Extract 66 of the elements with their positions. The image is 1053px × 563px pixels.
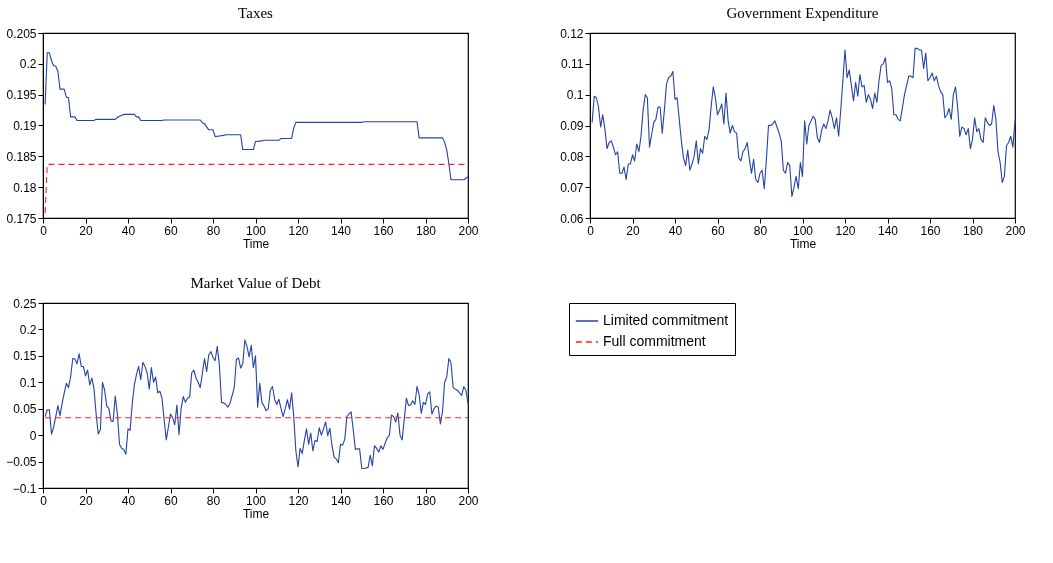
chart-title: Government Expenditure	[726, 5, 879, 21]
x-tick-label: 180	[415, 493, 437, 508]
y-tick-label: 0.18	[13, 180, 37, 195]
x-tick-label: 140	[330, 493, 352, 508]
x-tick-label: 60	[164, 223, 178, 238]
x-tick-label: 180	[962, 223, 984, 238]
x-tick-label: 160	[373, 223, 394, 238]
x-tick-label: 140	[877, 223, 899, 238]
y-tick-label: 0.12	[560, 26, 584, 41]
chart-title: Taxes	[238, 5, 274, 21]
y-tick-label: 0.175	[6, 211, 37, 226]
x-tick-label: 40	[121, 223, 136, 238]
legend-label: Full commitment	[603, 333, 706, 349]
x-tick-label: 60	[711, 223, 725, 238]
chart-title: Market Value of Debt	[190, 275, 322, 291]
y-tick-label: −0.1	[12, 481, 37, 496]
x-axis-title: Time	[242, 236, 270, 251]
x-tick-label: 100	[245, 493, 267, 508]
y-tick-label: 0.205	[6, 26, 37, 41]
x-tick-label: 100	[245, 223, 267, 238]
x-tick-label: 80	[206, 223, 221, 238]
y-tick-label: 0.15	[13, 349, 37, 364]
x-tick-label: 20	[626, 223, 640, 238]
y-tick-label: 0.195	[6, 88, 37, 103]
y-tick-label: 0.11	[561, 57, 584, 72]
x-tick-label: 0	[40, 223, 48, 238]
line-series	[44, 339, 469, 469]
y-tick-label: 0.08	[560, 149, 584, 164]
x-tick-label: 20	[79, 223, 93, 238]
x-tick-label: 160	[373, 493, 394, 508]
y-tick-label: 0.09	[560, 119, 584, 133]
line-series	[591, 47, 1016, 197]
legend-label: Limited commitment	[603, 312, 729, 328]
x-tick-label: 40	[668, 223, 683, 238]
x-tick-label: 120	[288, 223, 309, 238]
y-tick-label: 0.1	[19, 375, 37, 390]
x-tick-label: 0	[587, 223, 595, 238]
line-series	[44, 52, 469, 181]
x-tick-label: 60	[164, 493, 178, 508]
y-tick-label: 0	[29, 428, 37, 443]
x-tick-label: 80	[753, 223, 768, 238]
x-tick-label: 180	[415, 223, 437, 238]
y-tick-label: −0.05	[6, 455, 37, 470]
y-tick-label: 0.2	[19, 322, 37, 337]
y-tick-label: 0.185	[6, 149, 37, 164]
x-tick-label: 200	[458, 493, 479, 508]
y-tick-label: 0.19	[13, 119, 37, 133]
x-tick-label: 140	[330, 223, 352, 238]
x-tick-label: 80	[206, 493, 221, 508]
x-tick-label: 100	[792, 223, 814, 238]
y-tick-label: 0.07	[560, 180, 584, 195]
x-axis-title: Time	[789, 236, 817, 251]
x-tick-label: 120	[835, 223, 856, 238]
x-tick-label: 0	[40, 493, 48, 508]
x-tick-label: 200	[1005, 223, 1026, 238]
x-tick-label: 200	[458, 223, 479, 238]
x-tick-label: 20	[79, 493, 93, 508]
x-tick-label: 160	[920, 223, 941, 238]
y-tick-label: 0.25	[13, 296, 37, 311]
x-tick-label: 40	[121, 493, 136, 508]
x-tick-label: 120	[288, 493, 309, 508]
y-tick-label: 0.1	[566, 88, 584, 103]
y-tick-label: 0.05	[13, 402, 37, 417]
y-tick-label: 0.06	[560, 211, 584, 226]
y-tick-label: 0.2	[19, 57, 37, 72]
x-axis-title: Time	[242, 506, 270, 521]
